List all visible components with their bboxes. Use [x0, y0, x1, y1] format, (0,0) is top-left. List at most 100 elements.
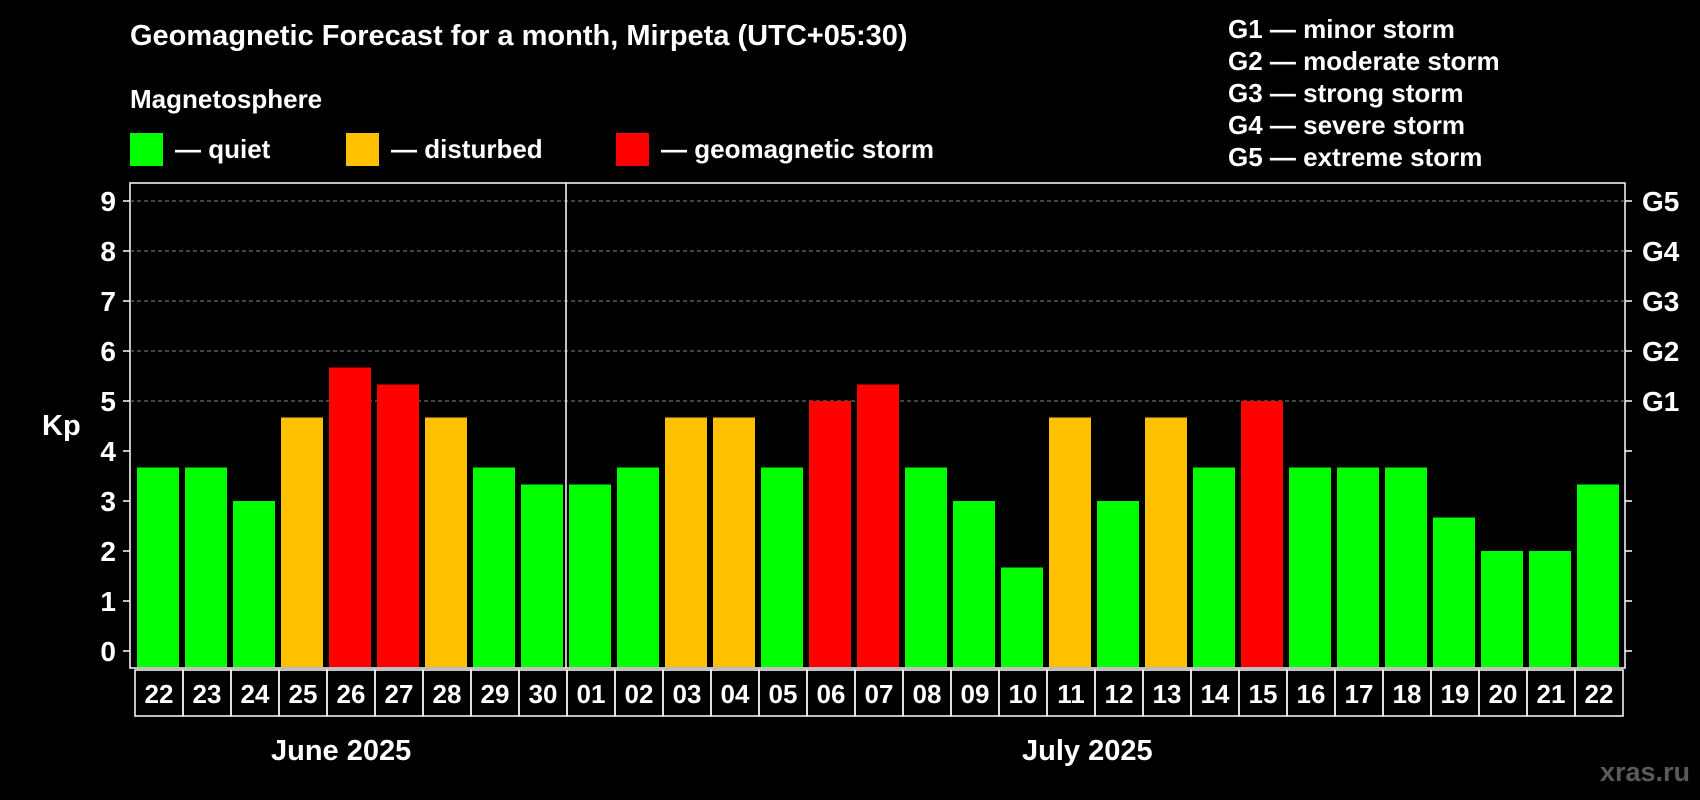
bar-12	[713, 417, 755, 667]
bar-16	[905, 467, 947, 667]
storm-level-g5: G5 — extreme storm	[1228, 142, 1483, 172]
date-label-24: 16	[1297, 679, 1326, 709]
bar-0	[137, 467, 179, 667]
y-axis-label: Kp	[42, 410, 81, 442]
bar-27	[1433, 517, 1475, 667]
storm-level-g3: G3 — strong storm	[1228, 78, 1464, 108]
date-label-25: 17	[1345, 679, 1374, 709]
bar-7	[473, 467, 515, 667]
bar-29	[1529, 551, 1571, 667]
y-tick-label-6: 6	[100, 336, 116, 367]
y-tick-label-4: 4	[100, 436, 116, 467]
y-tick-label-3: 3	[100, 486, 116, 517]
storm-level-list: G1 — minor storm G2 — moderate storm G3 …	[1228, 13, 1500, 173]
legend-item-quiet: — quiet	[130, 133, 270, 166]
bar-15	[857, 384, 899, 667]
bar-5	[377, 384, 419, 667]
bar-8	[521, 484, 563, 667]
y-tick-label-5: 5	[100, 386, 116, 417]
date-label-6: 28	[433, 679, 462, 709]
date-label-13: 05	[769, 679, 798, 709]
bar-10	[617, 467, 659, 667]
y-tick-label-8: 8	[100, 236, 116, 267]
y-tick-label-7: 7	[100, 286, 116, 317]
bar-2	[233, 501, 275, 667]
date-label-3: 25	[289, 679, 318, 709]
bar-11	[665, 417, 707, 667]
bar-30	[1577, 484, 1619, 667]
date-label-2: 24	[241, 679, 270, 709]
right-axis-label-g3: G3	[1642, 286, 1679, 317]
legend-label-disturbed: — disturbed	[391, 134, 543, 164]
date-label-26: 18	[1393, 679, 1422, 709]
legend-item-storm: — geomagnetic storm	[616, 133, 934, 166]
bar-17	[953, 501, 995, 667]
date-label-0: 22	[145, 679, 174, 709]
date-label-17: 09	[961, 679, 990, 709]
date-label-19: 11	[1057, 679, 1085, 709]
date-label-27: 19	[1441, 679, 1470, 709]
date-label-5: 27	[385, 679, 414, 709]
right-axis-label-g4: G4	[1642, 236, 1680, 267]
bar-14	[809, 401, 851, 667]
bar-22	[1193, 467, 1235, 667]
storm-level-g4: G4 — severe storm	[1228, 110, 1466, 140]
y-tick-label-0: 0	[100, 636, 116, 667]
bar-6	[425, 417, 467, 667]
month-label-june: June 2025	[271, 735, 412, 767]
bar-19	[1049, 417, 1091, 667]
month-label-july: July 2025	[1022, 735, 1153, 767]
date-label-9: 01	[577, 679, 606, 709]
date-label-4: 26	[337, 679, 366, 709]
bar-23	[1241, 401, 1283, 667]
right-axis-label-g1: G1	[1642, 386, 1679, 417]
legend-label-storm: — geomagnetic storm	[661, 134, 935, 164]
storm-level-g1: G1 — minor storm	[1228, 14, 1455, 44]
bar-13	[761, 467, 803, 667]
site-credit: xras.ru	[1599, 757, 1690, 787]
date-label-11: 03	[673, 679, 702, 709]
bar-1	[185, 467, 227, 667]
date-label-10: 02	[625, 679, 654, 709]
date-label-15: 07	[865, 679, 894, 709]
legend-label-quiet: — quiet	[175, 134, 271, 164]
bar-9	[569, 484, 611, 667]
y-tick-label-2: 2	[100, 536, 116, 567]
date-box-30	[1574, 669, 1624, 717]
date-label-8: 30	[529, 679, 558, 709]
y-tick-label-9: 9	[100, 186, 116, 217]
bar-21	[1145, 417, 1187, 667]
date-label-22: 14	[1201, 679, 1230, 709]
y-tick-label-1: 1	[100, 586, 116, 617]
chart-title: Geomagnetic Forecast for a month, Mirpet…	[130, 20, 908, 52]
storm-level-g2: G2 — moderate storm	[1228, 46, 1500, 76]
date-label-16: 08	[913, 679, 942, 709]
date-label-21: 13	[1153, 679, 1182, 709]
date-label-18: 10	[1009, 679, 1038, 709]
date-label-28: 20	[1489, 679, 1518, 709]
legend-item-disturbed: — disturbed	[346, 133, 543, 166]
legend-swatch-quiet	[130, 133, 163, 166]
plot-frame	[129, 182, 1626, 669]
date-label-14: 06	[817, 679, 846, 709]
date-label-1: 23	[193, 679, 222, 709]
bar-20	[1097, 501, 1139, 667]
bar-26	[1385, 467, 1427, 667]
legend-swatch-storm	[616, 133, 649, 166]
right-axis-label-g5: G5	[1642, 186, 1679, 217]
legend-title: Magnetosphere	[130, 84, 323, 114]
legend-swatch-disturbed	[346, 133, 379, 166]
date-label-23: 15	[1249, 679, 1278, 709]
date-label-7: 29	[481, 679, 510, 709]
date-label-12: 04	[721, 679, 750, 709]
bar-28	[1481, 551, 1523, 667]
date-label-30: 22	[1585, 679, 1614, 709]
bar-3	[281, 417, 323, 667]
bar-18	[1001, 567, 1043, 667]
date-label-20: 12	[1105, 679, 1134, 709]
right-axis-label-g2: G2	[1642, 336, 1679, 367]
bar-4	[329, 367, 371, 667]
bar-25	[1337, 467, 1379, 667]
bar-24	[1289, 467, 1331, 667]
